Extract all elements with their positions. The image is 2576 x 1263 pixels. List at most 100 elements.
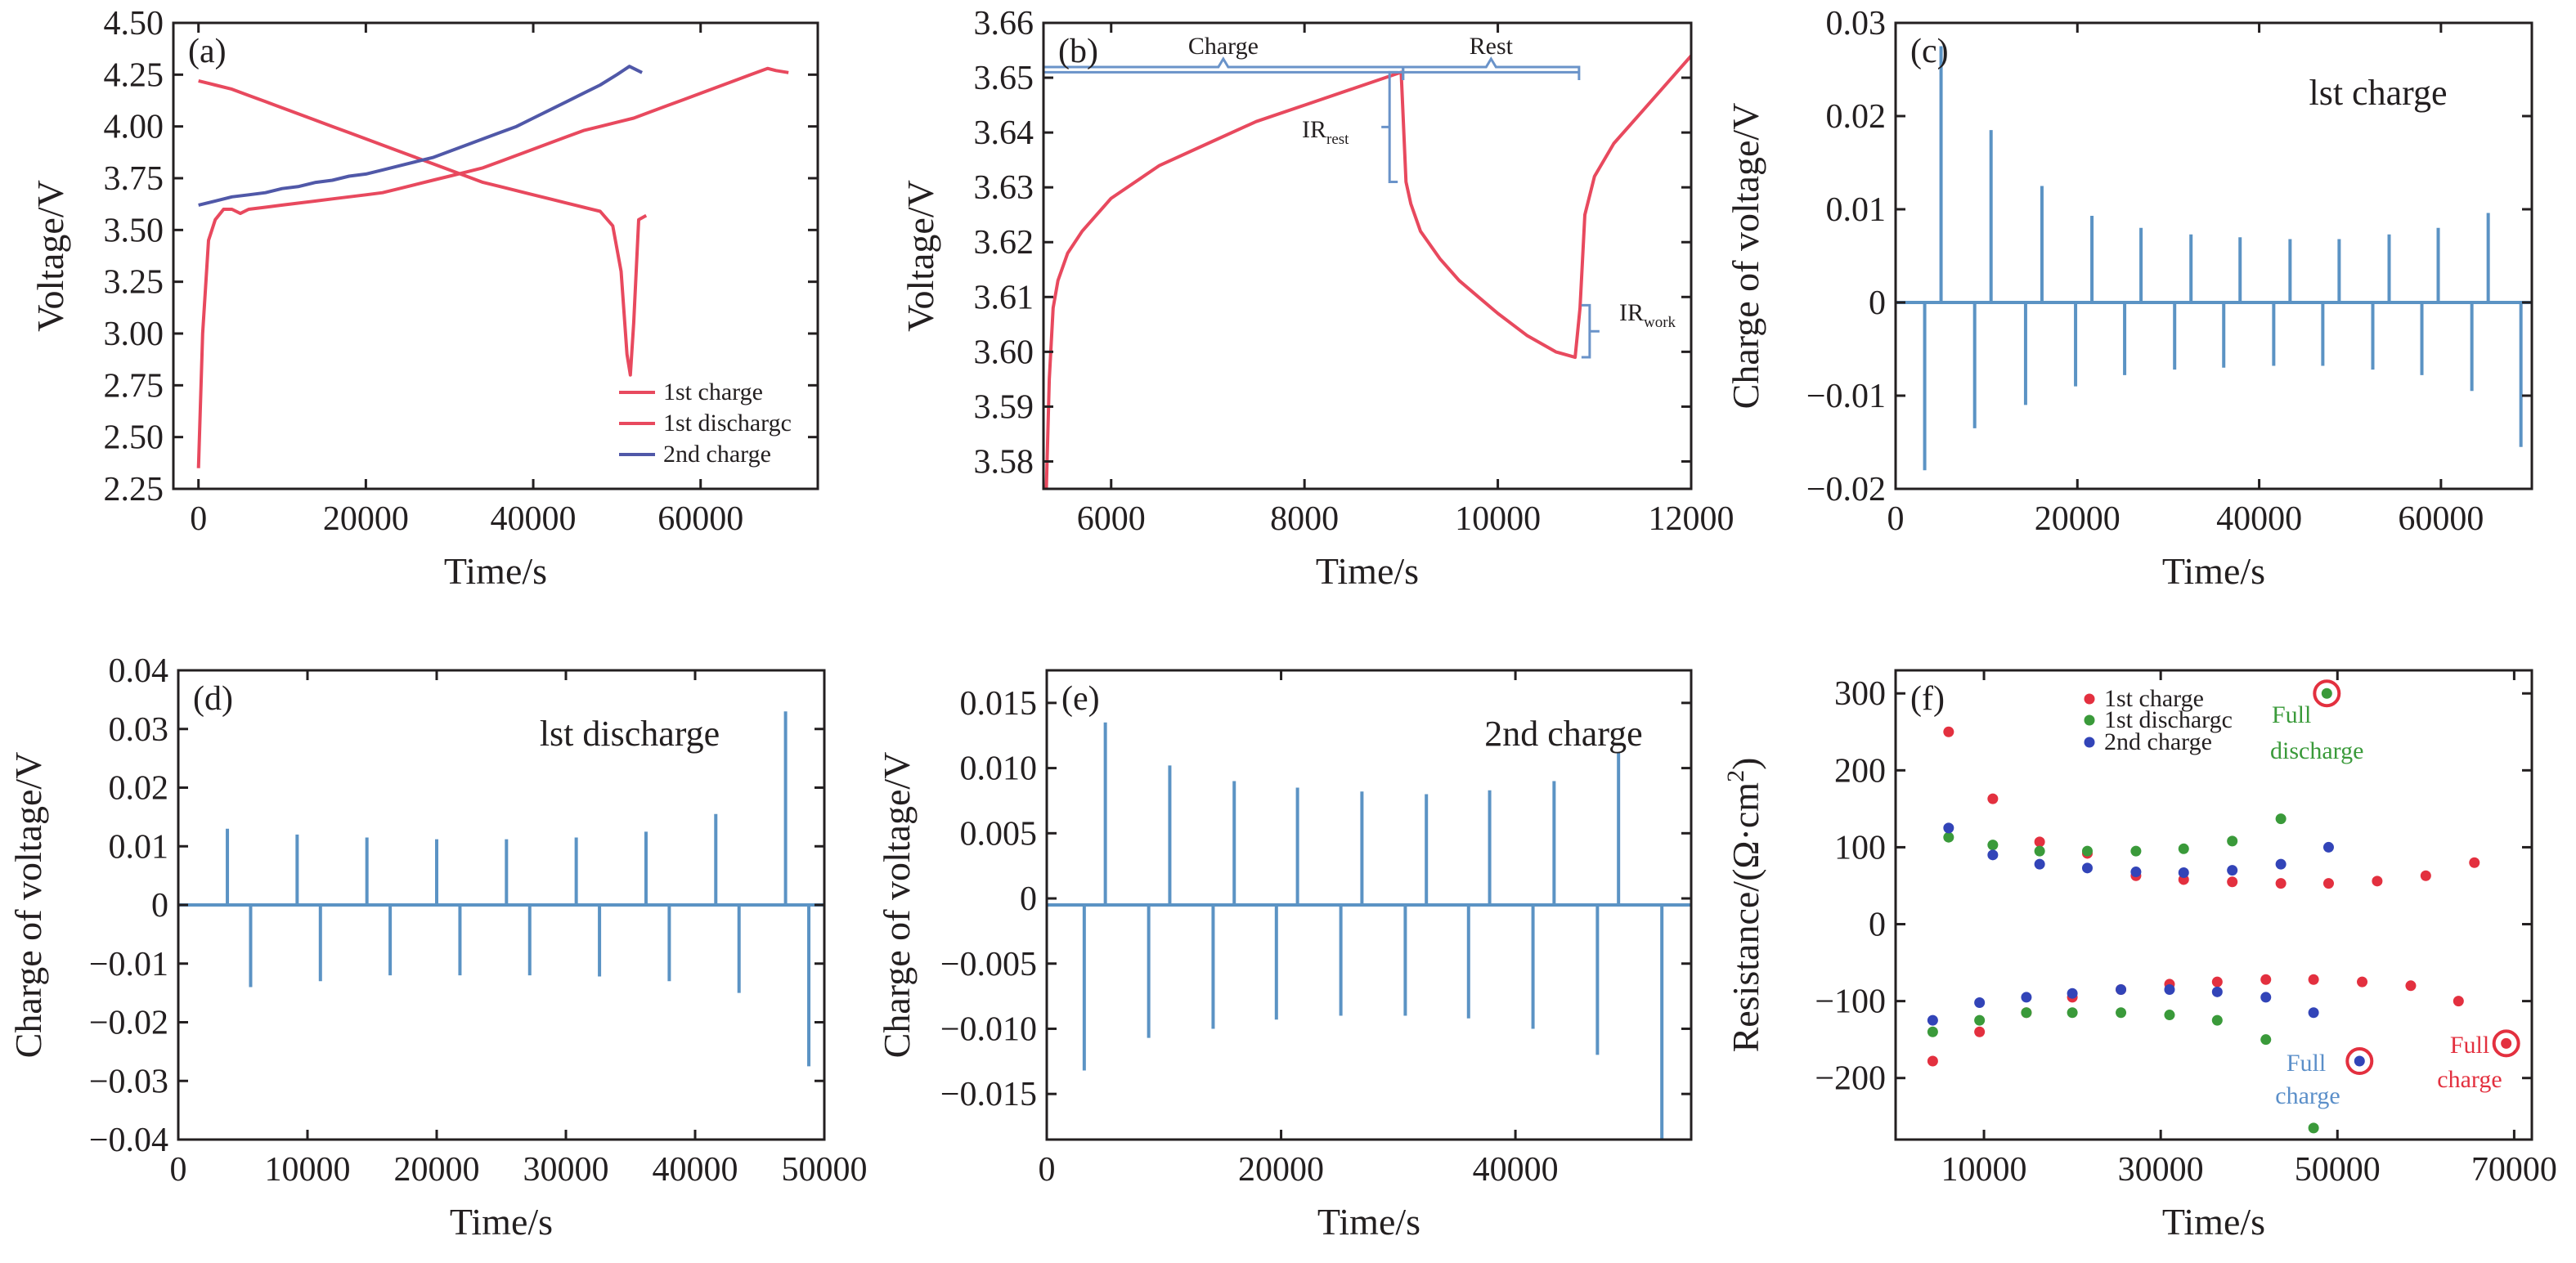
x-tick-label: 50000 bbox=[782, 1151, 868, 1189]
y-axis-label: Voltage/V bbox=[29, 180, 71, 332]
panel-d: lst discharge 0 10000 20000 30000 40000 50000 −… bbox=[7, 652, 868, 1243]
y-tick-label: −0.010 bbox=[940, 1010, 1037, 1048]
data-point bbox=[2275, 813, 2287, 825]
data-point bbox=[1974, 1026, 1986, 1037]
panel-b: Charge Rest IRrest IRwork 6000 8000 10000 12000… bbox=[900, 5, 1735, 592]
x-axis-label: Time/s bbox=[1316, 550, 1419, 592]
panel-note: 2nd charge bbox=[1484, 714, 1642, 754]
legend-label: 1st charge bbox=[2104, 685, 2204, 712]
data-point bbox=[1927, 1055, 1938, 1067]
legend-label: 1st dischargc bbox=[663, 410, 792, 437]
legend-marker bbox=[2084, 714, 2095, 726]
x-tick-label: 0 bbox=[170, 1151, 187, 1189]
x-tick-label: 0 bbox=[190, 500, 207, 538]
data-point bbox=[2034, 845, 2045, 857]
y-tick-label: 2.25 bbox=[104, 471, 164, 508]
data-point bbox=[2322, 878, 2334, 889]
data-point bbox=[1943, 726, 1954, 737]
panel-label: (b) bbox=[1058, 33, 1098, 70]
legend-label: 1st charge bbox=[663, 378, 763, 405]
y-tick-label: 3.75 bbox=[104, 160, 164, 198]
y-tick-label: −200 bbox=[1815, 1060, 1886, 1098]
data-point bbox=[2067, 1007, 2078, 1019]
x-tick-label: 8000 bbox=[1270, 500, 1339, 538]
data-point bbox=[2164, 1010, 2175, 1021]
y-tick-label: 3.64 bbox=[974, 114, 1034, 152]
data-point bbox=[2260, 974, 2272, 985]
y-tick-label: −0.015 bbox=[940, 1076, 1037, 1113]
x-tick-label: 0 bbox=[1039, 1151, 1056, 1189]
y-tick-label: 0.03 bbox=[109, 711, 169, 749]
plot-frame bbox=[1894, 669, 2533, 1141]
panel-f: Full discharge Full charge Full charge 1st cha… bbox=[1722, 669, 2557, 1243]
x-tick-label: 70000 bbox=[2471, 1151, 2557, 1189]
annotation-full-charge-blue: charge bbox=[2275, 1082, 2340, 1109]
data-point bbox=[2227, 865, 2238, 876]
data-point bbox=[2116, 984, 2127, 996]
y-tick-label: 3.63 bbox=[974, 169, 1034, 207]
y-tick-label: 0 bbox=[1869, 907, 1886, 944]
highlight-ring bbox=[2492, 1029, 2520, 1058]
y-tick-label: 0 bbox=[151, 887, 168, 925]
x-axis-label: Time/s bbox=[2162, 1201, 2265, 1243]
data-point bbox=[2081, 845, 2093, 857]
y-tick-label: −0.02 bbox=[1806, 471, 1886, 508]
data-point bbox=[1927, 1026, 1938, 1037]
y-tick-label: 0.01 bbox=[1826, 191, 1887, 229]
x-tick-label: 30000 bbox=[2118, 1151, 2204, 1189]
x-tick-label: 10000 bbox=[1941, 1151, 2027, 1189]
data-point bbox=[2501, 1037, 2512, 1049]
y-tick-label: 3.66 bbox=[974, 5, 1034, 43]
x-axis-label: Time/s bbox=[444, 550, 547, 592]
data-point bbox=[2227, 835, 2238, 847]
x-tick-label: 60000 bbox=[657, 500, 743, 538]
annotation-full-discharge: Full bbox=[2272, 701, 2311, 728]
plot-series-group bbox=[196, 65, 789, 468]
y-axis-label: Charge of voltage/V bbox=[7, 752, 49, 1059]
y-tick-label: 3.61 bbox=[974, 279, 1034, 316]
y-tick-label: 0.02 bbox=[109, 770, 169, 808]
y-tick-label: −0.03 bbox=[89, 1063, 168, 1100]
y-tick-label: 0 bbox=[1020, 880, 1037, 918]
panel-label: (d) bbox=[193, 680, 233, 718]
x-tick-label: 10000 bbox=[1455, 500, 1541, 538]
y-tick-label: 100 bbox=[1834, 829, 1886, 867]
ir-work-label: IRwork bbox=[1619, 299, 1676, 331]
data-point bbox=[1943, 831, 1954, 843]
annotation-full-charge-blue: Full bbox=[2287, 1050, 2326, 1077]
data-point bbox=[2021, 992, 2032, 1003]
scatter-group bbox=[1927, 679, 2520, 1134]
panel-note: lst discharge bbox=[540, 714, 720, 754]
data-point bbox=[2116, 1007, 2127, 1019]
legend-marker bbox=[2084, 737, 2095, 748]
data-point bbox=[2164, 984, 2175, 996]
data-point bbox=[2260, 1034, 2272, 1046]
data-point bbox=[1974, 997, 1986, 1009]
data-point bbox=[1987, 793, 1999, 804]
data-point bbox=[2178, 843, 2189, 854]
y-tick-label: −100 bbox=[1815, 983, 1886, 1021]
x-axis-label: Time/s bbox=[2162, 550, 2265, 592]
legend-label: 2nd charge bbox=[663, 441, 771, 468]
spike-group bbox=[1047, 722, 1691, 1140]
data-point bbox=[2405, 980, 2417, 992]
x-axis-label: Time/s bbox=[1317, 1201, 1420, 1243]
panel-e: 2nd charge 0 20000 40000 −0.015 −0.010 −0.005 0… bbox=[876, 669, 1693, 1243]
x-tick-label: 10000 bbox=[265, 1151, 351, 1189]
y-tick-label: 0.015 bbox=[960, 685, 1038, 723]
x-tick-label: 20000 bbox=[1238, 1151, 1324, 1189]
data-point bbox=[2453, 996, 2464, 1007]
y-tick-label: 3.60 bbox=[974, 334, 1034, 371]
y-tick-label: −0.01 bbox=[1806, 378, 1886, 415]
plot-series-group bbox=[1044, 54, 1691, 489]
data-point bbox=[2130, 845, 2142, 857]
x-tick-label: 40000 bbox=[1473, 1151, 1559, 1189]
data-point bbox=[2321, 687, 2332, 699]
x-tick-label: 20000 bbox=[323, 500, 409, 538]
y-tick-label: 3.58 bbox=[974, 443, 1034, 481]
y-axis-label: Voltage/V bbox=[900, 180, 941, 332]
panel-note: lst charge bbox=[2309, 73, 2447, 113]
data-point bbox=[2308, 974, 2319, 985]
annotation-full-charge-red: Full bbox=[2450, 1032, 2489, 1059]
data-point bbox=[2308, 1122, 2319, 1134]
